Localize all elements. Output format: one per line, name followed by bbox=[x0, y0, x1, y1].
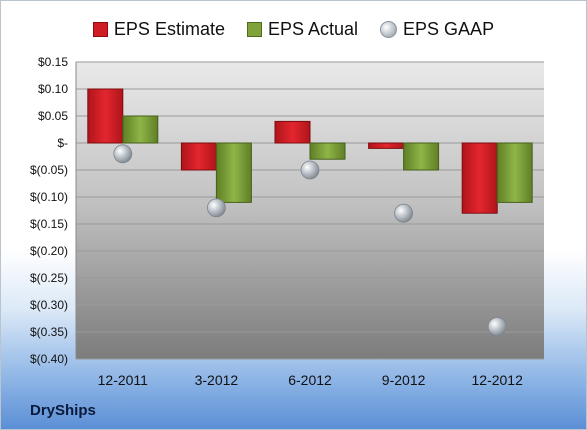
legend-item-actual: EPS Actual bbox=[246, 18, 359, 40]
x-tick-label: 6-2012 bbox=[288, 372, 332, 388]
actual-bar bbox=[496, 142, 533, 203]
bars bbox=[87, 88, 533, 214]
gaap-points bbox=[113, 144, 507, 337]
y-tick-label: $0.15 bbox=[38, 55, 68, 69]
estimate-bar bbox=[368, 142, 405, 149]
x-axis: 12-2011 3-2012 6-2012 9-2012 12-2012 bbox=[98, 372, 523, 388]
actual-bar bbox=[215, 142, 252, 203]
actual-bar bbox=[309, 142, 346, 160]
estimate-bar bbox=[274, 120, 311, 144]
legend-swatch-estimate bbox=[92, 21, 108, 37]
x-tick-label: 3-2012 bbox=[195, 372, 239, 388]
legend-label-actual: EPS Actual bbox=[267, 18, 359, 39]
y-tick-label: $(0.35) bbox=[30, 325, 68, 339]
y-tick-label: $0.10 bbox=[38, 82, 68, 96]
legend-swatch-actual bbox=[246, 21, 262, 37]
y-tick-label: $(0.05) bbox=[30, 163, 68, 177]
legend-item-estimate: EPS Estimate bbox=[92, 18, 225, 40]
y-tick-label: $(0.40) bbox=[30, 352, 68, 366]
x-tick-label: 9-2012 bbox=[382, 372, 426, 388]
gaap-point bbox=[113, 144, 133, 164]
y-axis: $0.15 $0.10 $0.05 $- $(0.05) $(0.10) $(0.15) $(… bbox=[30, 55, 77, 366]
y-tick-label: $(0.30) bbox=[30, 298, 68, 312]
estimate-bar bbox=[180, 142, 217, 171]
y-tick-label: $0.05 bbox=[38, 109, 68, 123]
gaap-point bbox=[300, 160, 320, 180]
gaap-point bbox=[206, 198, 226, 218]
legend-swatch-gaap bbox=[380, 20, 398, 38]
legend-label-estimate: EPS Estimate bbox=[113, 18, 225, 39]
legend: EPS Estimate EPS Actual EPS GAAP bbox=[0, 16, 587, 42]
legend-item-gaap: EPS GAAP bbox=[380, 19, 494, 40]
gaap-point bbox=[487, 317, 507, 337]
y-tick-label: $(0.15) bbox=[30, 217, 68, 231]
y-tick-label: $(0.25) bbox=[30, 271, 68, 285]
x-tick-label: 12-2012 bbox=[472, 372, 524, 388]
gaap-point bbox=[394, 203, 414, 223]
actual-bar bbox=[122, 115, 159, 144]
y-tick-label: $(0.10) bbox=[30, 190, 68, 204]
estimate-bar bbox=[87, 88, 124, 144]
y-tick-label: $(0.20) bbox=[30, 244, 68, 258]
company-name: DryShips bbox=[30, 402, 96, 419]
x-tick-label: 12-2011 bbox=[98, 372, 149, 388]
actual-bar bbox=[403, 142, 440, 171]
legend-label-gaap: EPS GAAP bbox=[403, 18, 495, 39]
y-tick-label: $- bbox=[57, 136, 68, 150]
estimate-bar bbox=[461, 142, 498, 214]
